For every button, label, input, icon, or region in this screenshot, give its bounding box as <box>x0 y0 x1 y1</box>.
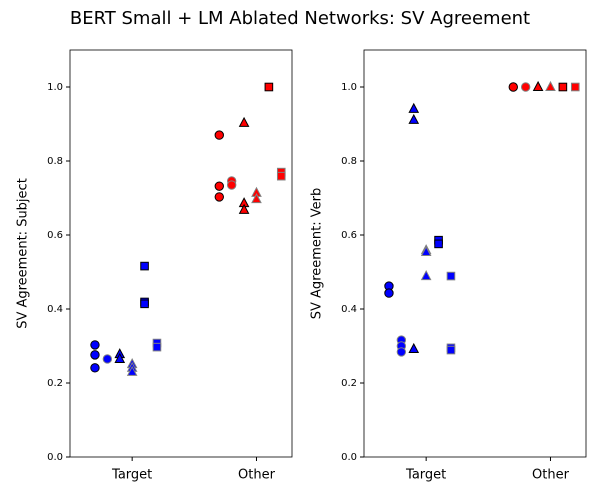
marker <box>140 299 149 309</box>
marker <box>558 82 568 92</box>
marker <box>90 363 100 373</box>
marker <box>152 342 162 352</box>
y-tick-label: 0.4 <box>341 304 357 315</box>
marker <box>384 288 394 298</box>
y-axis-label: SV Agreement: Subject <box>16 178 31 329</box>
y-tick-label: 0.0 <box>47 452 63 463</box>
y-tick-label: 1.0 <box>341 82 357 93</box>
subplot: 0.0 0.2 0.4 0.6 0.8 1.0 Target Other SV Agreemen… <box>16 49 293 483</box>
marker <box>408 102 420 113</box>
marker <box>434 239 443 249</box>
marker <box>251 193 262 204</box>
marker <box>396 347 407 357</box>
marker <box>264 82 274 92</box>
y-tick-label: 0.8 <box>47 156 63 167</box>
x-tick-label: Other <box>238 468 276 483</box>
marker <box>90 350 100 360</box>
y-tick-label: 0.8 <box>341 156 357 167</box>
marker <box>570 82 580 92</box>
marker <box>214 192 224 202</box>
marker <box>114 352 126 363</box>
y-tick-label: 1.0 <box>47 82 63 93</box>
y-axis-label: SV Agreement: Verb <box>310 188 325 319</box>
marker <box>408 342 420 353</box>
x-tick-label: Other <box>532 468 570 483</box>
y-tick-label: 0.6 <box>341 230 357 241</box>
marker <box>408 113 420 124</box>
marker <box>276 171 286 181</box>
marker <box>102 354 113 364</box>
subplot: 0.0 0.2 0.4 0.6 0.8 1.0 Target Other SV Agreemen… <box>310 49 587 483</box>
marker <box>545 80 556 91</box>
marker <box>214 181 224 191</box>
figure-title: BERT Small + LM Ablated Networks: SV Agr… <box>70 8 530 29</box>
marker <box>532 80 544 91</box>
marker <box>520 82 531 92</box>
marker <box>126 365 138 376</box>
y-tick-label: 0.2 <box>47 378 63 389</box>
y-tick-label: 0.2 <box>341 378 357 389</box>
marker <box>226 180 237 190</box>
marker <box>140 261 149 271</box>
marker <box>238 116 250 127</box>
axes-frame <box>69 49 293 458</box>
marker <box>90 340 100 350</box>
y-tick-label: 0.0 <box>341 452 357 463</box>
marker <box>420 245 432 257</box>
marker <box>420 270 432 281</box>
axes-frame <box>363 49 587 458</box>
marker <box>446 271 456 281</box>
marker <box>508 82 518 92</box>
x-tick-label: Target <box>405 468 446 483</box>
x-tick-label: Target <box>111 468 152 483</box>
marker <box>214 130 224 140</box>
marker <box>446 345 456 355</box>
marker <box>238 203 250 214</box>
y-tick-label: 0.6 <box>47 230 63 241</box>
y-tick-label: 0.4 <box>47 304 63 315</box>
